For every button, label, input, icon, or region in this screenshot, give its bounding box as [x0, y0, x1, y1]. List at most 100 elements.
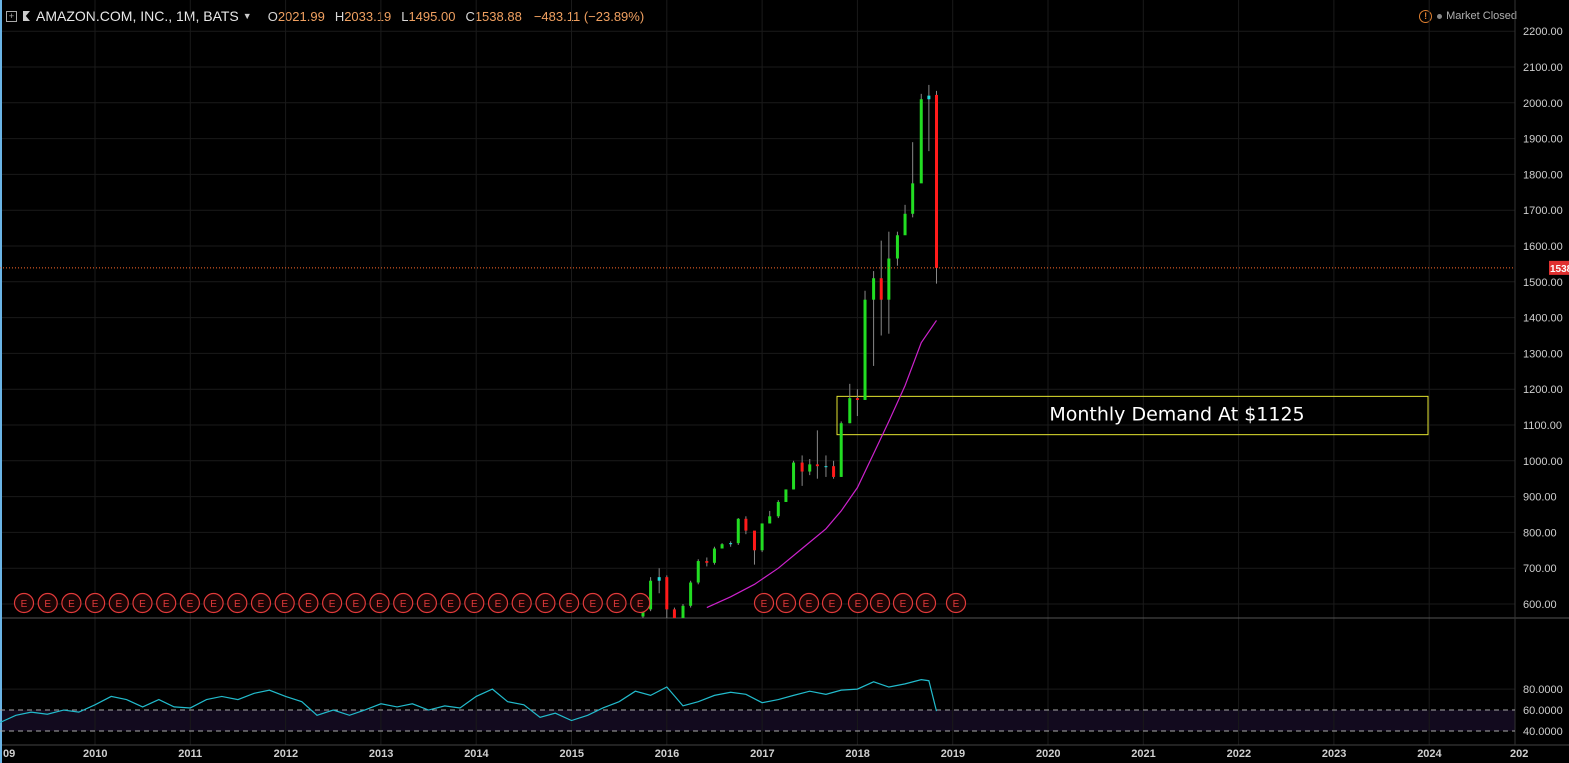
candle-body[interactable]: [696, 561, 700, 583]
candle-body[interactable]: [649, 580, 653, 610]
candle-body[interactable]: [720, 544, 724, 549]
price-tick-label: 1000.00: [1523, 456, 1563, 468]
price-tick-label: 1300.00: [1523, 348, 1563, 360]
market-status-label: Market Closed: [1446, 10, 1517, 22]
candle-body[interactable]: [705, 561, 709, 563]
earnings-marker-icon[interactable]: [345, 592, 366, 614]
candle-body[interactable]: [768, 516, 772, 524]
earnings-marker-icon[interactable]: [606, 592, 627, 614]
candle-body[interactable]: [736, 518, 740, 544]
candle-body[interactable]: [911, 183, 915, 214]
earnings-marker-icon[interactable]: [393, 592, 414, 614]
earnings-marker-icon[interactable]: [511, 592, 532, 614]
low-value: 1495.00: [408, 8, 456, 24]
earnings-marker-icon[interactable]: [227, 592, 248, 614]
earnings-marker-icon[interactable]: [156, 592, 177, 614]
candle-body[interactable]: [919, 99, 923, 184]
earnings-marker-icon[interactable]: [869, 592, 891, 614]
earnings-marker-icon[interactable]: [821, 592, 843, 614]
earnings-marker-icon[interactable]: [274, 592, 295, 614]
time-tick-label: 202: [1510, 748, 1528, 760]
earnings-marker-icon[interactable]: [892, 592, 914, 614]
earnings-marker-icon[interactable]: [322, 592, 343, 614]
earnings-marker-icon[interactable]: [440, 592, 461, 614]
close-value: 1538.88: [474, 8, 522, 24]
earnings-marker-icon[interactable]: [798, 592, 820, 614]
earnings-marker-label: E: [923, 599, 930, 610]
rsi-tick-label: 40.0000: [1523, 726, 1563, 738]
earnings-marker-icon[interactable]: [535, 592, 556, 614]
time-tick-label: 2015: [560, 748, 584, 760]
candle-body[interactable]: [863, 299, 867, 400]
candle-body[interactable]: [672, 609, 676, 620]
time-tick-label: 2020: [1036, 748, 1060, 760]
high-label: H: [334, 8, 345, 24]
candle-body[interactable]: [776, 501, 780, 517]
candle-body[interactable]: [872, 278, 876, 300]
earnings-marker-icon[interactable]: [847, 592, 869, 614]
price-tick-label: 1700.00: [1523, 205, 1563, 217]
earnings-marker-icon[interactable]: [753, 592, 775, 614]
earnings-marker-label: E: [637, 599, 644, 610]
candle-body[interactable]: [927, 95, 931, 100]
candle-body[interactable]: [934, 94, 938, 268]
candle-body[interactable]: [752, 530, 756, 551]
candle-body[interactable]: [815, 464, 819, 467]
demand-zone-box[interactable]: [836, 395, 1429, 436]
earnings-marker-icon[interactable]: [203, 592, 224, 614]
candle-body[interactable]: [848, 398, 852, 424]
earnings-marker-icon[interactable]: [582, 592, 603, 614]
earnings-marker-icon[interactable]: [179, 592, 200, 614]
earnings-marker-icon[interactable]: [369, 592, 390, 614]
time-tick-label: 2014: [464, 748, 489, 760]
earnings-marker-icon[interactable]: [416, 592, 437, 614]
candle-body[interactable]: [808, 464, 812, 472]
earnings-marker-icon[interactable]: [250, 592, 272, 614]
candle-body[interactable]: [689, 582, 693, 606]
candle-body[interactable]: [665, 577, 669, 610]
earnings-marker-icon[interactable]: [37, 592, 58, 614]
earnings-marker-icon[interactable]: [298, 592, 319, 614]
earnings-marker-icon[interactable]: [775, 592, 797, 614]
chevron-down-icon[interactable]: ▼: [242, 11, 252, 21]
candle-body[interactable]: [839, 423, 843, 477]
earnings-marker-icon[interactable]: [61, 592, 82, 614]
candle-body[interactable]: [855, 398, 859, 400]
earnings-marker-label: E: [566, 599, 573, 610]
earnings-marker-label: E: [953, 599, 960, 610]
earnings-marker-icon[interactable]: [945, 592, 967, 614]
earnings-marker-label: E: [900, 599, 907, 610]
earnings-marker-icon[interactable]: [487, 592, 509, 614]
earnings-marker-icon[interactable]: [558, 592, 580, 614]
candle-body[interactable]: [657, 577, 661, 581]
price-tick-label: 700.00: [1523, 563, 1557, 575]
earnings-marker-icon[interactable]: [630, 592, 651, 614]
earnings-marker-icon[interactable]: [464, 592, 485, 614]
candle-body[interactable]: [712, 548, 716, 563]
candle-body[interactable]: [729, 543, 733, 545]
candle-body[interactable]: [832, 466, 836, 477]
candle-body[interactable]: [792, 462, 796, 490]
candle-body[interactable]: [760, 523, 764, 551]
earnings-marker-icon[interactable]: [915, 592, 937, 614]
time-tick-label: 09: [3, 748, 15, 760]
warning-icon[interactable]: !: [1419, 9, 1433, 23]
candle-body[interactable]: [895, 235, 899, 259]
expand-icon[interactable]: +: [6, 10, 17, 22]
candle-body[interactable]: [824, 466, 828, 468]
candle-body[interactable]: [784, 489, 788, 502]
earnings-marker-icon[interactable]: [13, 592, 35, 614]
earnings-marker-icon[interactable]: [108, 592, 129, 614]
earnings-marker-icon[interactable]: [84, 592, 106, 614]
candle-body[interactable]: [681, 605, 685, 620]
candle-body[interactable]: [887, 258, 891, 300]
time-tick-label: 2021: [1131, 748, 1155, 760]
candle-body[interactable]: [744, 518, 748, 531]
earnings-marker-icon[interactable]: [132, 592, 153, 614]
candle-body[interactable]: [800, 462, 804, 472]
symbol-label[interactable]: AMAZON.COM, INC., 1M, BATS: [36, 8, 239, 24]
candle-body[interactable]: [641, 609, 645, 617]
candle-body[interactable]: [903, 213, 907, 236]
candle-body[interactable]: [879, 278, 883, 300]
